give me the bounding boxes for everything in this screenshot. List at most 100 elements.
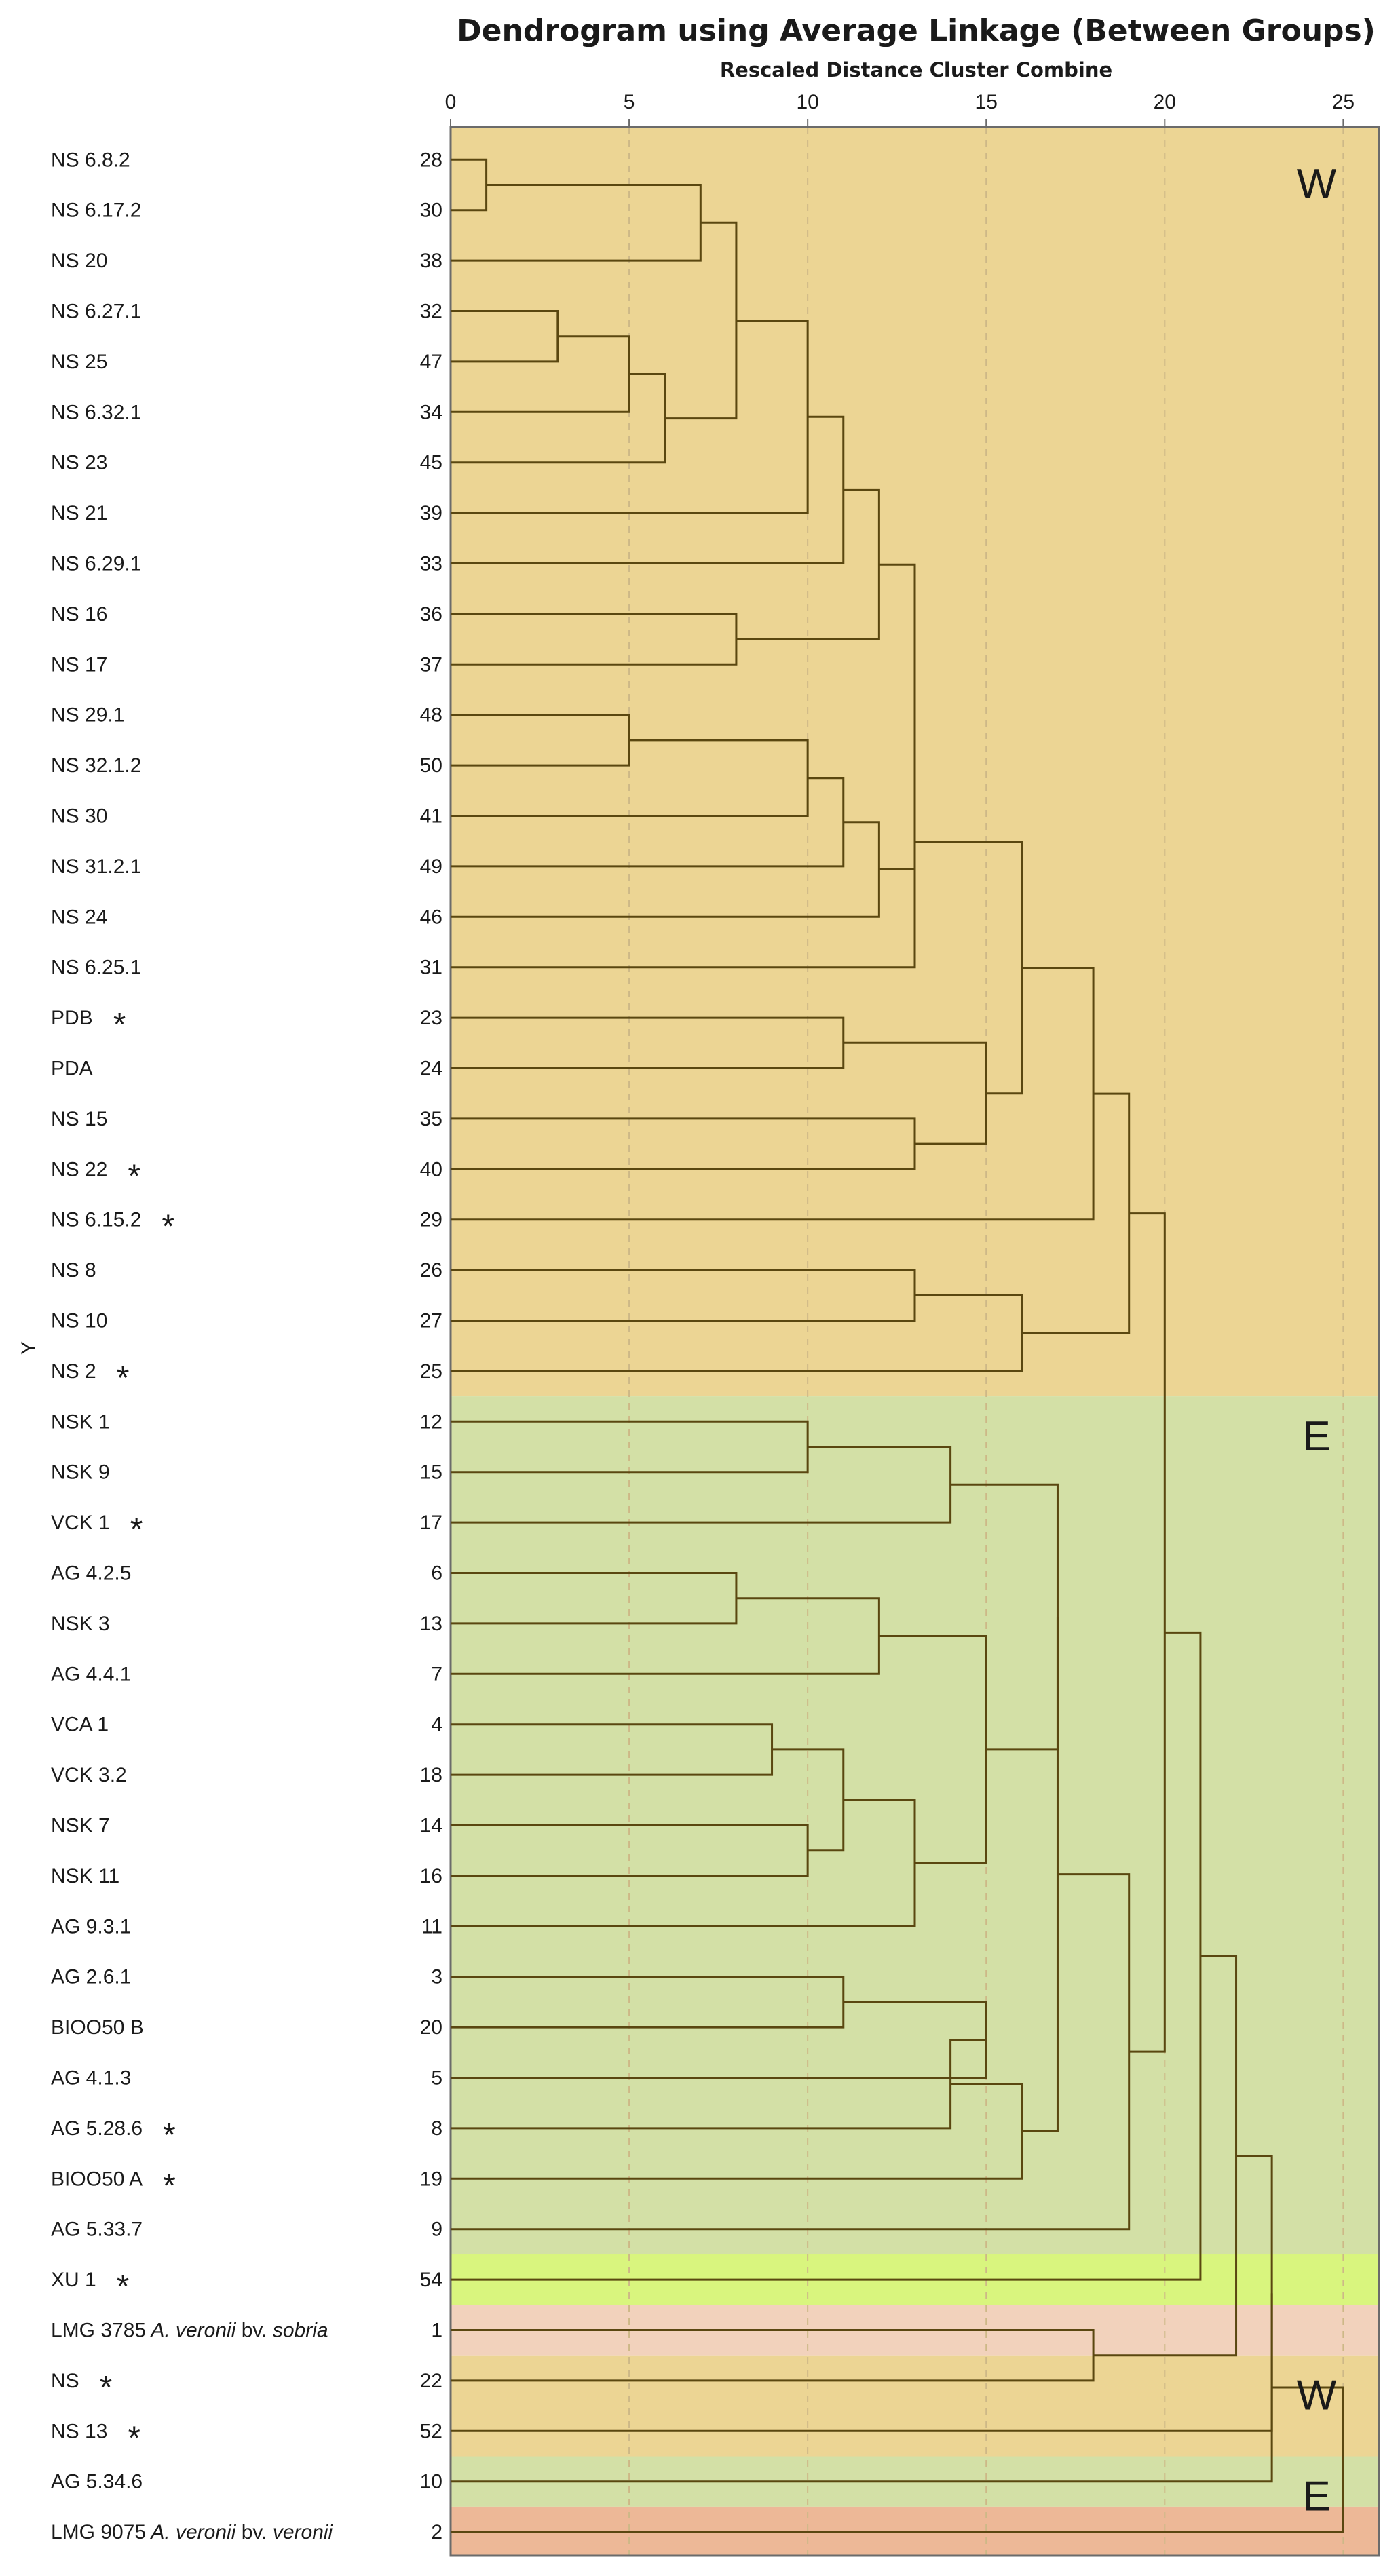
link-c25	[451, 1420, 809, 1474]
leaf-name: VCA 1	[51, 1714, 109, 1736]
leaf-name: AG 2.6.1	[51, 1966, 131, 1988]
link-c3	[451, 310, 559, 363]
leaf-label-26: NSK 9	[51, 1461, 110, 1484]
leaf-id-13: 41	[420, 805, 442, 828]
group-tag-4: W	[1297, 2372, 1337, 2419]
leaf-id-9: 36	[420, 603, 442, 626]
link-c42	[451, 1631, 1202, 2281]
leaf-id-31: 4	[431, 1714, 442, 1736]
leaf-name: NS 24	[51, 906, 107, 928]
leaf-label-20: NS 22	[51, 1158, 107, 1180]
leaf-id-38: 5	[431, 2067, 442, 2090]
leaf-id-35: 11	[421, 1915, 442, 1938]
leaf-id-23: 27	[420, 1310, 442, 1332]
leaf-id-21: 29	[420, 1209, 442, 1231]
leaf-name: NSK 1	[51, 1410, 110, 1433]
leaf-label-32: VCK 3.2	[51, 1764, 127, 1786]
leaf-name: NS 6.17.2	[51, 199, 141, 222]
leaf-label-3: NS 6.27.1	[51, 301, 141, 323]
link-c16	[451, 716, 916, 969]
leaf-label-29: NSK 3	[51, 1613, 110, 1635]
asterisk-marker-17: *	[113, 1007, 126, 1043]
leaf-label-16: NS 6.25.1	[51, 957, 141, 979]
leaf-label-14: NS 31.2.1	[51, 856, 141, 878]
leaf-id-42: 54	[420, 2269, 442, 2291]
leaf-name: LMG 9075	[51, 2521, 146, 2543]
leaf-id-47: 2	[431, 2521, 442, 2543]
band-4	[451, 2355, 1379, 2457]
leaf-name: NS 6.32.1	[51, 401, 141, 423]
leaf-id-26: 15	[420, 1461, 442, 1484]
leaf-id-27: 17	[420, 1512, 442, 1534]
leaf-label-2: NS 20	[51, 250, 107, 272]
link-c5	[451, 373, 666, 464]
leaf-id-5: 34	[420, 401, 442, 423]
leaf-label-8: NS 6.29.1	[51, 553, 141, 575]
tick-label-20: 20	[1154, 91, 1176, 113]
leaf-name: AG 9.3.1	[51, 1915, 131, 1938]
leaf-label-31: VCA 1	[51, 1714, 109, 1736]
leaf-label-6: NS 23	[51, 452, 107, 474]
tick-label-5: 5	[624, 91, 635, 113]
asterisk-marker-40: *	[163, 2168, 176, 2204]
leaf-label-30: AG 4.4.1	[51, 1663, 131, 1685]
leaf-label-43: LMG 3785 A. veronii bv. sobria	[51, 2320, 328, 2342]
leaf-biovar: bv.	[235, 2320, 272, 2342]
leaf-id-8: 33	[420, 553, 442, 575]
asterisk-marker-42: *	[117, 2269, 130, 2305]
link-c19	[843, 1041, 987, 1145]
leaf-label-21: NS 6.15.2	[51, 1209, 141, 1231]
asterisk-marker-20: *	[128, 1158, 140, 1194]
tick-label-0: 0	[445, 91, 457, 113]
leaf-id-22: 26	[420, 1259, 442, 1282]
leaf-name: NS 22	[51, 1158, 107, 1180]
link-c9	[451, 613, 738, 666]
leaf-label-10: NS 17	[51, 653, 107, 676]
leaf-name: AG 5.33.7	[51, 2218, 143, 2241]
leaf-name: NSK 3	[51, 1613, 110, 1635]
asterisk-marker-24: *	[117, 1360, 130, 1396]
plot-frame	[449, 126, 1380, 2557]
leaf-biovar: bv.	[235, 2521, 272, 2543]
leaf-label-47: LMG 9075 A. veronii bv. veronii	[51, 2521, 334, 2543]
leaf-id-6: 45	[420, 452, 442, 474]
leaf-id-24: 25	[420, 1360, 442, 1383]
leaf-label-24: NS 2	[51, 1360, 96, 1383]
leaf-name: NS 32.1.2	[51, 754, 141, 777]
leaf-id-17: 23	[420, 1007, 442, 1029]
chart-subtitle: Rescaled Distance Cluster Combine	[720, 58, 1112, 81]
leaf-id-11: 48	[420, 704, 442, 727]
leaf-label-12: NS 32.1.2	[51, 754, 141, 777]
leaf-label-35: AG 9.3.1	[51, 1915, 131, 1938]
leaf-species: A. veronii	[146, 2521, 237, 2543]
leaf-label-28: AG 4.2.5	[51, 1562, 131, 1585]
leaf-id-25: 12	[420, 1410, 442, 1433]
dendrogram-links	[451, 158, 1344, 2533]
leaf-id-29: 13	[420, 1613, 442, 1635]
asterisk-marker-39: *	[163, 2117, 176, 2153]
leaf-name: NSK 9	[51, 1461, 110, 1484]
chart-title: Dendrogram using Average Linkage (Betwee…	[457, 14, 1376, 48]
leaf-label-44: NS	[51, 2370, 79, 2392]
link-c46	[451, 2293, 1273, 2483]
link-c39	[1021, 1617, 1059, 2133]
leaf-id-32: 18	[420, 1764, 442, 1786]
leaf-id-18: 24	[420, 1058, 442, 1080]
link-c33	[879, 1635, 987, 1864]
leaf-label-22: NS 8	[51, 1259, 96, 1282]
leaf-name: PDA	[51, 1058, 93, 1080]
asterisk-marker-45: *	[128, 2420, 140, 2456]
link-c12	[451, 739, 809, 817]
group-tag-1: E	[1302, 1413, 1330, 1460]
leaf-id-1: 30	[420, 199, 442, 222]
asterisk-marker-21: *	[162, 1209, 174, 1245]
leaf-name: VCK 1	[51, 1512, 110, 1534]
leaf-label-41: AG 5.33.7	[51, 2218, 143, 2241]
leaf-name: NS 30	[51, 805, 107, 828]
leaf-name: AG 4.1.3	[51, 2067, 131, 2090]
leaf-name: NS 17	[51, 653, 107, 676]
link-c10	[736, 488, 880, 640]
leaf-label-39: AG 5.28.6	[51, 2117, 143, 2140]
leaf-name: VCK 3.2	[51, 1764, 127, 1786]
